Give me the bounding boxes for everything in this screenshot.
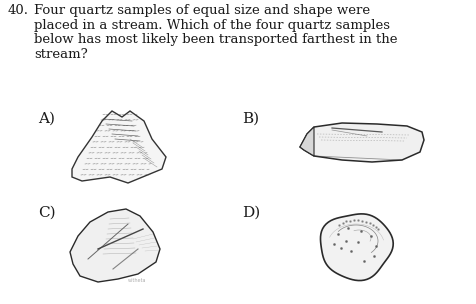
Text: stream?: stream? — [34, 47, 88, 60]
Polygon shape — [72, 111, 166, 183]
Text: D): D) — [242, 206, 260, 220]
Polygon shape — [300, 123, 424, 162]
Text: B): B) — [242, 112, 259, 126]
Polygon shape — [300, 127, 314, 156]
Polygon shape — [320, 214, 393, 281]
Text: witheta: witheta — [128, 278, 147, 283]
Text: placed in a stream. Which of the four quartz samples: placed in a stream. Which of the four qu… — [34, 19, 390, 32]
Text: 40.: 40. — [8, 4, 29, 17]
Polygon shape — [70, 209, 160, 282]
Text: A): A) — [38, 112, 55, 126]
Text: below has most likely been transported farthest in the: below has most likely been transported f… — [34, 33, 397, 46]
Text: C): C) — [38, 206, 56, 220]
Text: Four quartz samples of equal size and shape were: Four quartz samples of equal size and sh… — [34, 4, 370, 17]
